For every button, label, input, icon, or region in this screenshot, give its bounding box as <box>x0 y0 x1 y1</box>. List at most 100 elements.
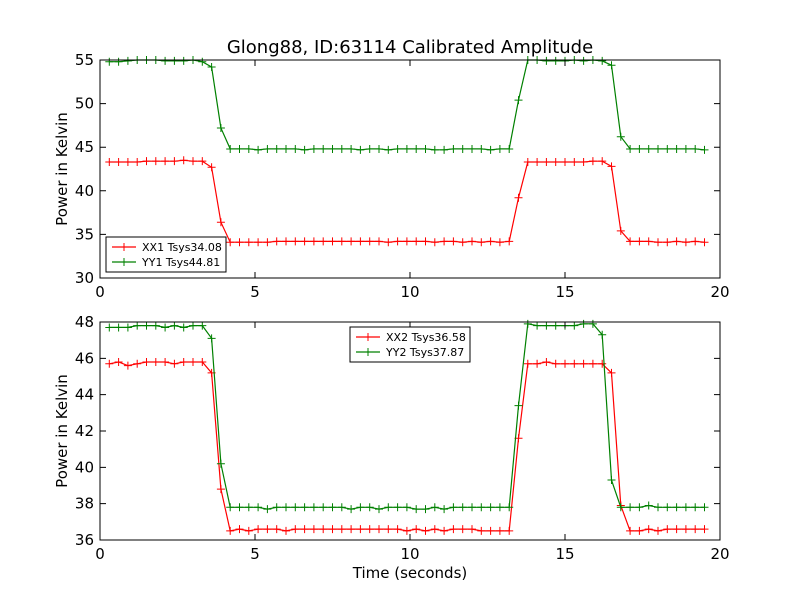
series-line-2 <box>109 59 705 151</box>
data-point <box>337 525 346 534</box>
data-point <box>570 321 579 330</box>
data-point <box>365 503 374 512</box>
data-point <box>607 476 616 485</box>
data-point <box>616 132 625 141</box>
data-point <box>291 144 300 153</box>
legend-label: YY2 Tsys37.87 <box>385 346 464 359</box>
data-point <box>282 237 290 246</box>
data-point <box>244 144 253 153</box>
data-point <box>198 357 207 366</box>
data-point <box>598 157 607 166</box>
data-point <box>123 323 132 332</box>
data-point <box>263 505 272 514</box>
y-tick-label: 42 <box>75 422 94 440</box>
legend-marker <box>364 333 372 341</box>
data-point <box>607 162 616 171</box>
data-point <box>598 359 607 368</box>
data-point <box>375 237 383 246</box>
data-point <box>505 144 514 153</box>
data-point <box>421 237 430 246</box>
data-point <box>663 525 672 534</box>
data-point <box>244 503 253 512</box>
data-point <box>421 144 430 153</box>
data-point <box>458 238 467 247</box>
data-point <box>375 505 383 514</box>
data-point <box>123 158 132 167</box>
data-point <box>123 361 132 370</box>
data-point <box>672 237 681 246</box>
data-point <box>272 503 281 512</box>
data-point <box>216 124 225 133</box>
data-point <box>263 144 272 153</box>
data-point <box>347 525 356 534</box>
data-point <box>300 525 309 534</box>
data-point <box>486 503 495 512</box>
y-tick-label: 48 <box>75 313 94 331</box>
data-point <box>430 525 439 534</box>
chart-title: Glong88, ID:63114 Calibrated Amplitude <box>227 37 593 58</box>
data-point <box>681 525 690 534</box>
data-point <box>114 323 123 332</box>
data-point <box>505 526 514 535</box>
data-point <box>412 505 421 514</box>
data-point <box>198 321 207 330</box>
data-point <box>263 525 272 534</box>
data-point <box>309 237 318 246</box>
data-point <box>319 237 328 246</box>
data-point <box>226 144 235 153</box>
data-point <box>328 503 337 512</box>
data-point <box>179 156 188 165</box>
data-point <box>328 144 337 153</box>
data-point <box>579 359 588 368</box>
data-point <box>663 503 672 512</box>
data-point <box>337 503 346 512</box>
data-point <box>644 237 653 246</box>
data-point <box>226 503 235 512</box>
legend-marker <box>120 243 128 251</box>
data-point <box>523 319 532 328</box>
data-point <box>272 237 281 246</box>
data-point <box>700 525 709 534</box>
x-tick-label: 20 <box>710 283 729 301</box>
data-point <box>402 526 411 535</box>
legend: XX1 Tsys34.08 YY1 Tsys44.81 <box>105 236 227 273</box>
data-point <box>393 503 402 512</box>
data-point <box>412 144 421 153</box>
data-point <box>235 144 244 153</box>
data-point <box>691 237 700 246</box>
data-point <box>551 158 560 167</box>
y-tick-label: 55 <box>75 51 94 69</box>
x-tick-label: 0 <box>95 283 105 301</box>
data-point <box>244 526 253 535</box>
data-point <box>328 237 337 246</box>
data-point <box>300 503 309 512</box>
y-tick-label: 40 <box>75 182 94 200</box>
data-point <box>635 503 644 512</box>
data-point <box>365 237 374 246</box>
data-point <box>700 145 709 154</box>
data-point <box>179 323 188 332</box>
data-point <box>189 157 197 166</box>
data-point <box>356 145 365 154</box>
data-point <box>179 357 188 366</box>
legend-box <box>349 326 471 363</box>
data-point <box>235 525 244 534</box>
data-point <box>402 144 411 153</box>
x-tick-label: 10 <box>400 283 419 301</box>
data-point <box>681 503 690 512</box>
data-point <box>347 237 356 246</box>
data-point <box>681 144 690 153</box>
data-point <box>468 525 476 534</box>
data-point <box>468 144 476 153</box>
data-point <box>505 237 514 246</box>
data-point <box>170 321 179 330</box>
data-point <box>440 505 449 514</box>
data-point <box>458 144 467 153</box>
y-tick-label: 38 <box>75 495 94 513</box>
data-point <box>644 525 653 534</box>
data-point <box>440 145 449 154</box>
data-point <box>691 525 700 534</box>
data-point <box>477 238 486 247</box>
data-point <box>254 503 263 512</box>
data-point <box>179 56 188 65</box>
